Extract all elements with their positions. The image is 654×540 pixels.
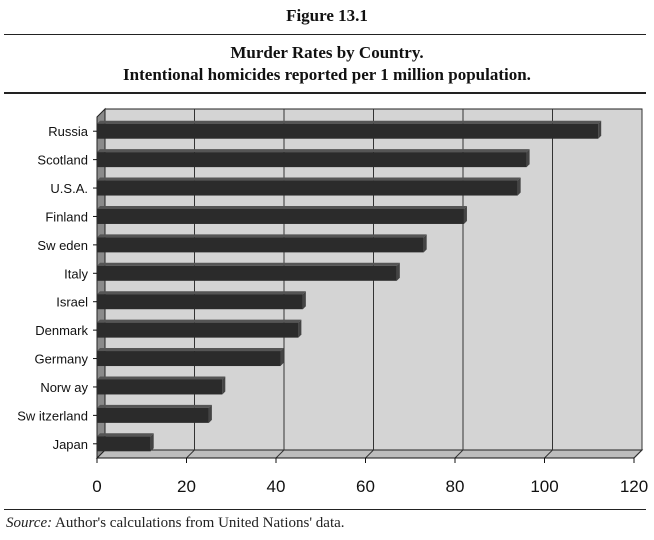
bar bbox=[97, 322, 299, 338]
bar bbox=[97, 180, 518, 196]
category-label: Sw itzerland bbox=[17, 408, 88, 423]
bar-end bbox=[526, 149, 530, 168]
bar bbox=[97, 407, 209, 423]
bar-top bbox=[97, 291, 306, 295]
gridline-floor bbox=[275, 449, 285, 459]
figure-label: Figure 13.1 bbox=[286, 6, 368, 25]
x-tick-label: 120 bbox=[620, 477, 648, 496]
bar bbox=[97, 265, 397, 281]
bar-top bbox=[97, 234, 427, 238]
bar-top bbox=[97, 120, 602, 124]
bar-end bbox=[150, 433, 154, 452]
bar-top bbox=[97, 177, 521, 181]
bar-top bbox=[97, 319, 302, 323]
bar bbox=[97, 436, 151, 452]
category-label: Israel bbox=[56, 295, 88, 310]
bar-top bbox=[97, 404, 212, 408]
bar-end bbox=[598, 120, 602, 139]
bar bbox=[97, 208, 464, 224]
source-prefix: Source: bbox=[6, 515, 53, 531]
bar-top bbox=[97, 433, 154, 437]
bar bbox=[97, 152, 527, 168]
category-label: Russia bbox=[48, 124, 89, 139]
source-note: Source: Author's calculations from Unite… bbox=[6, 515, 345, 532]
bar-end bbox=[280, 348, 284, 367]
chart-title-line1: Murder Rates by Country. bbox=[230, 43, 424, 62]
bar bbox=[97, 379, 223, 395]
category-label: Finland bbox=[45, 209, 88, 224]
category-label: Norw ay bbox=[40, 380, 88, 395]
bar bbox=[97, 351, 281, 367]
category-label: Scotland bbox=[37, 153, 88, 168]
top-rule bbox=[4, 34, 646, 35]
bar bbox=[97, 294, 303, 310]
category-label: Japan bbox=[53, 437, 88, 452]
title-rule bbox=[4, 92, 646, 94]
category-label: U.S.A. bbox=[50, 181, 88, 196]
gridline-floor bbox=[454, 449, 464, 459]
category-label: Germany bbox=[35, 352, 89, 367]
x-tick-label: 80 bbox=[446, 477, 465, 496]
gridline-floor bbox=[633, 449, 643, 459]
bar-end bbox=[517, 177, 521, 196]
bar bbox=[97, 237, 424, 253]
bottom-rule bbox=[4, 509, 646, 510]
gridline-floor bbox=[544, 449, 553, 459]
x-tick-label: 0 bbox=[92, 477, 101, 496]
bar-end bbox=[423, 234, 427, 253]
category-label: Denmark bbox=[35, 323, 88, 338]
bar-end bbox=[208, 404, 212, 423]
x-tick-label: 40 bbox=[267, 477, 286, 496]
source-text: Author's calculations from United Nation… bbox=[52, 515, 345, 531]
bar bbox=[97, 123, 599, 139]
gridline-floor bbox=[365, 449, 374, 459]
gridline-floor bbox=[186, 449, 195, 459]
bar-end bbox=[396, 262, 400, 281]
x-tick-label: 100 bbox=[530, 477, 558, 496]
bar-top bbox=[97, 348, 284, 352]
bar-top bbox=[97, 149, 530, 153]
x-tick-label: 60 bbox=[356, 477, 375, 496]
bar-end bbox=[222, 376, 226, 395]
category-label: Sw eden bbox=[37, 238, 88, 253]
bar-end bbox=[463, 205, 467, 224]
x-tick-label: 20 bbox=[177, 477, 196, 496]
bar-end bbox=[298, 319, 302, 338]
chart-title-line2: Intentional homicides reported per 1 mil… bbox=[123, 65, 531, 84]
bar-top bbox=[97, 376, 226, 380]
bar-end bbox=[302, 291, 306, 310]
bar-top bbox=[97, 205, 467, 209]
category-label: Italy bbox=[64, 266, 88, 281]
bar-chart: 0 20 40 60 80 100 120 Russia Scotland U.S.A. Finla… bbox=[17, 107, 648, 496]
bar-top bbox=[97, 262, 400, 266]
